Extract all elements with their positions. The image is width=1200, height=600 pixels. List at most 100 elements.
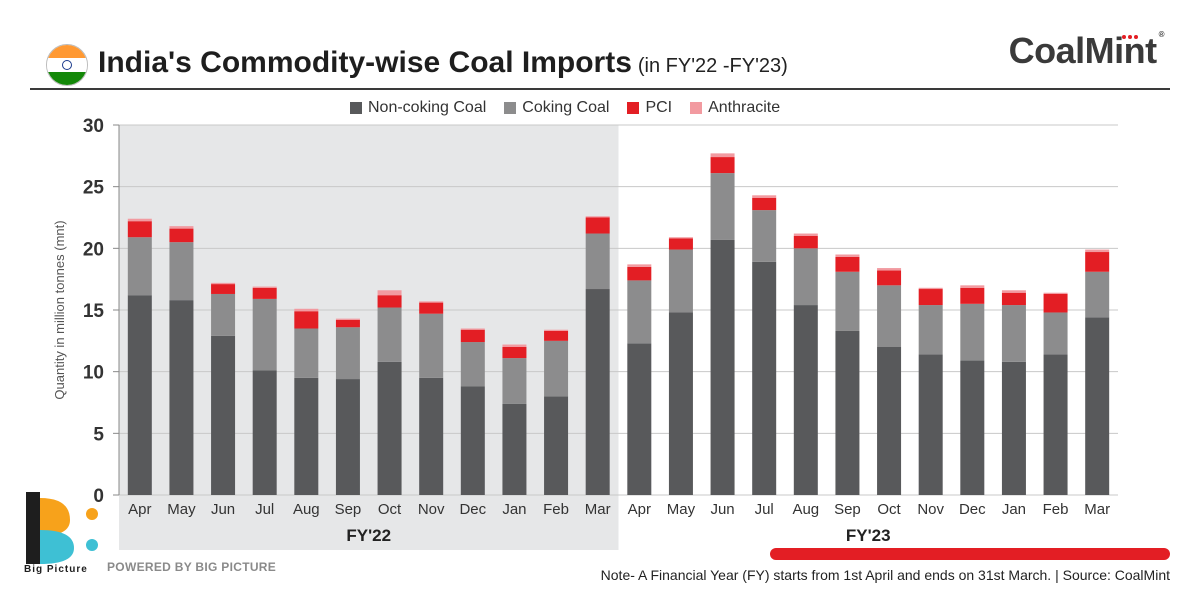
bar-pci — [460, 329, 485, 343]
legend-swatch — [504, 102, 517, 114]
legend-item: Coking Coal — [504, 98, 609, 118]
x-tick-label: May — [667, 501, 696, 518]
bar-anthracite — [752, 195, 777, 198]
x-tick-label: Mar — [585, 501, 611, 518]
india-flag-icon — [46, 44, 88, 86]
bar-coking-coal — [1043, 312, 1068, 355]
x-tick-label: Oct — [378, 501, 402, 518]
bar-anthracite — [1085, 249, 1110, 253]
y-tick-label: 25 — [83, 178, 105, 199]
legend-label: Coking Coal — [522, 99, 610, 116]
bar-coking-coal — [627, 280, 652, 344]
bar-pci — [127, 221, 152, 238]
bar-anthracite — [918, 287, 943, 290]
legend-label: PCI — [645, 99, 673, 116]
big-picture-logo-text: Big Picture — [24, 564, 88, 575]
bar-anthracite — [377, 290, 402, 296]
legend-swatch — [627, 102, 640, 114]
bar-non-coking-coal — [585, 289, 610, 495]
bar-coking-coal — [752, 210, 777, 262]
bar-anthracite — [294, 308, 319, 312]
bar-coking-coal — [1085, 271, 1110, 318]
x-tick-label: Nov — [917, 501, 944, 518]
bar-non-coking-coal — [127, 295, 152, 495]
bar-anthracite — [419, 301, 444, 303]
bar-coking-coal — [918, 305, 943, 355]
bar-non-coking-coal — [377, 361, 402, 495]
stacked-bar-chart: 0 5 10 15 20 25 30 Quantity in million tonnes (… — [52, 116, 1118, 550]
y-tick-label: 10 — [83, 363, 104, 384]
legend-swatch — [350, 102, 362, 114]
bar-non-coking-coal — [252, 370, 277, 495]
chart-title: India's Commodity-wise Coal Imports (in F… — [98, 46, 788, 80]
bar-anthracite — [793, 233, 818, 236]
x-tick-label: Apr — [128, 501, 151, 518]
legend-item: Anthracite — [690, 98, 780, 118]
bar-pci — [335, 319, 360, 328]
x-tick-label: Nov — [418, 501, 445, 518]
group-label: FY'22 — [346, 526, 391, 545]
bar-pci — [752, 197, 777, 211]
bar-pci — [960, 287, 985, 304]
bar-pci — [585, 217, 610, 234]
bar-anthracite — [627, 264, 652, 267]
bar-non-coking-coal — [294, 377, 319, 495]
bar-pci — [877, 270, 902, 286]
x-tick-label: Jul — [755, 501, 774, 518]
bar-coking-coal — [710, 173, 735, 240]
bar-anthracite — [960, 285, 985, 288]
bar-coking-coal — [1001, 305, 1026, 362]
y-tick-label: 5 — [93, 424, 104, 445]
bar-coking-coal — [877, 285, 902, 347]
bar-non-coking-coal — [1085, 317, 1110, 495]
bar-non-coking-coal — [752, 261, 777, 495]
y-axis-label: Quantity in million tonnes (mnt) — [52, 220, 67, 399]
y-tick-label: 30 — [83, 116, 104, 137]
bar-pci — [211, 284, 236, 294]
bar-anthracite — [335, 318, 360, 320]
x-tick-label: Sep — [834, 501, 861, 518]
x-tick-label: May — [167, 501, 196, 518]
bar-pci — [294, 311, 319, 329]
bar-non-coking-coal — [211, 335, 236, 495]
bar-coking-coal — [377, 307, 402, 362]
bar-coking-coal — [419, 313, 444, 378]
bar-coking-coal — [585, 233, 610, 290]
big-picture-logo-icon — [26, 492, 98, 564]
bar-non-coking-coal — [335, 379, 360, 495]
x-tick-label: Jul — [255, 501, 274, 518]
bar-coking-coal — [252, 298, 277, 371]
fy22-background — [119, 125, 619, 550]
x-tick-label: Feb — [543, 501, 569, 518]
x-tick-label: Jan — [502, 501, 526, 518]
decorative-red-bar — [770, 548, 1170, 560]
legend-label: Anthracite — [708, 99, 781, 116]
chart-subtitle: (in FY'22 -FY'23) — [637, 55, 788, 77]
brand-logo: CoalMint ® — [1009, 30, 1165, 72]
bar-non-coking-coal — [460, 386, 485, 495]
header-divider — [30, 88, 1170, 90]
bar-pci — [835, 256, 860, 272]
bar-anthracite — [877, 268, 902, 271]
bar-pci — [377, 295, 402, 308]
x-tick-label: Mar — [1084, 501, 1110, 518]
bar-non-coking-coal — [877, 347, 902, 495]
legend-swatch — [690, 102, 703, 114]
bar-pci — [1001, 292, 1026, 306]
bar-non-coking-coal — [627, 343, 652, 495]
bar-coking-coal — [294, 328, 319, 378]
header: India's Commodity-wise Coal Imports (in F… — [0, 0, 1200, 90]
bar-anthracite — [585, 216, 610, 218]
bar-pci — [502, 347, 527, 359]
bar-non-coking-coal — [918, 354, 943, 495]
bar-non-coking-coal — [960, 360, 985, 495]
bar-coking-coal — [169, 242, 194, 301]
bar-anthracite — [710, 153, 735, 158]
powered-by-text: POWERED BY BIG PICTURE — [107, 560, 277, 574]
bar-anthracite — [252, 286, 277, 288]
bar-anthracite — [502, 344, 527, 347]
bar-anthracite — [1043, 292, 1068, 294]
bar-coking-coal — [960, 303, 985, 361]
bar-non-coking-coal — [1001, 361, 1026, 495]
bar-coking-coal — [127, 237, 152, 296]
